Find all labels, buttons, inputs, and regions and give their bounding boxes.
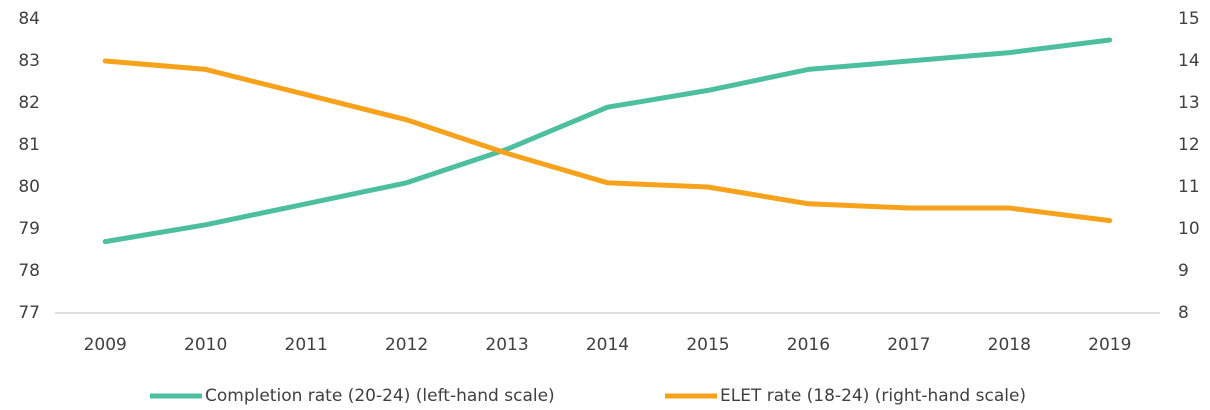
y-tick-label: 84: [18, 9, 40, 29]
y2-tick-label: 8: [1178, 303, 1189, 323]
x-tick-label: 2014: [586, 335, 629, 355]
line-series: [102, 58, 1113, 224]
y-tick-label: 82: [18, 93, 40, 113]
y-tick-label: 77: [18, 303, 40, 323]
x-tick-label: 2019: [1088, 335, 1131, 355]
y-tick-label: 79: [18, 219, 40, 239]
x-tick-label: 2010: [184, 335, 227, 355]
y2-tick-label: 14: [1178, 51, 1200, 71]
legend-label: ELET rate (18-24) (right-hand scale): [720, 386, 1026, 406]
y2-tick-label: 9: [1178, 261, 1189, 281]
x-tick-label: 2012: [385, 335, 428, 355]
x-tick-label: 2015: [686, 335, 729, 355]
y2-tick-label: 10: [1178, 219, 1200, 239]
y-tick-label: 78: [18, 261, 40, 281]
y-tick-label: 83: [18, 51, 40, 71]
x-tick-label: 2009: [84, 335, 127, 355]
x-tick-label: 2011: [285, 335, 328, 355]
x-tick-label: 2013: [485, 335, 528, 355]
x-tick-label: 2017: [887, 335, 930, 355]
y-tick-label: 81: [18, 135, 40, 155]
y-tick-label: 80: [18, 177, 40, 197]
x-tick-label: 2016: [787, 335, 830, 355]
y2-tick-label: 11: [1178, 177, 1200, 197]
x-tick-label: 2018: [988, 335, 1031, 355]
y2-tick-label: 15: [1178, 9, 1200, 29]
y2-tick-label: 13: [1178, 93, 1200, 113]
legend-label: Completion rate (20-24) (left-hand scale…: [205, 386, 555, 406]
line-series: [102, 37, 1113, 245]
y2-tick-label: 12: [1178, 135, 1200, 155]
